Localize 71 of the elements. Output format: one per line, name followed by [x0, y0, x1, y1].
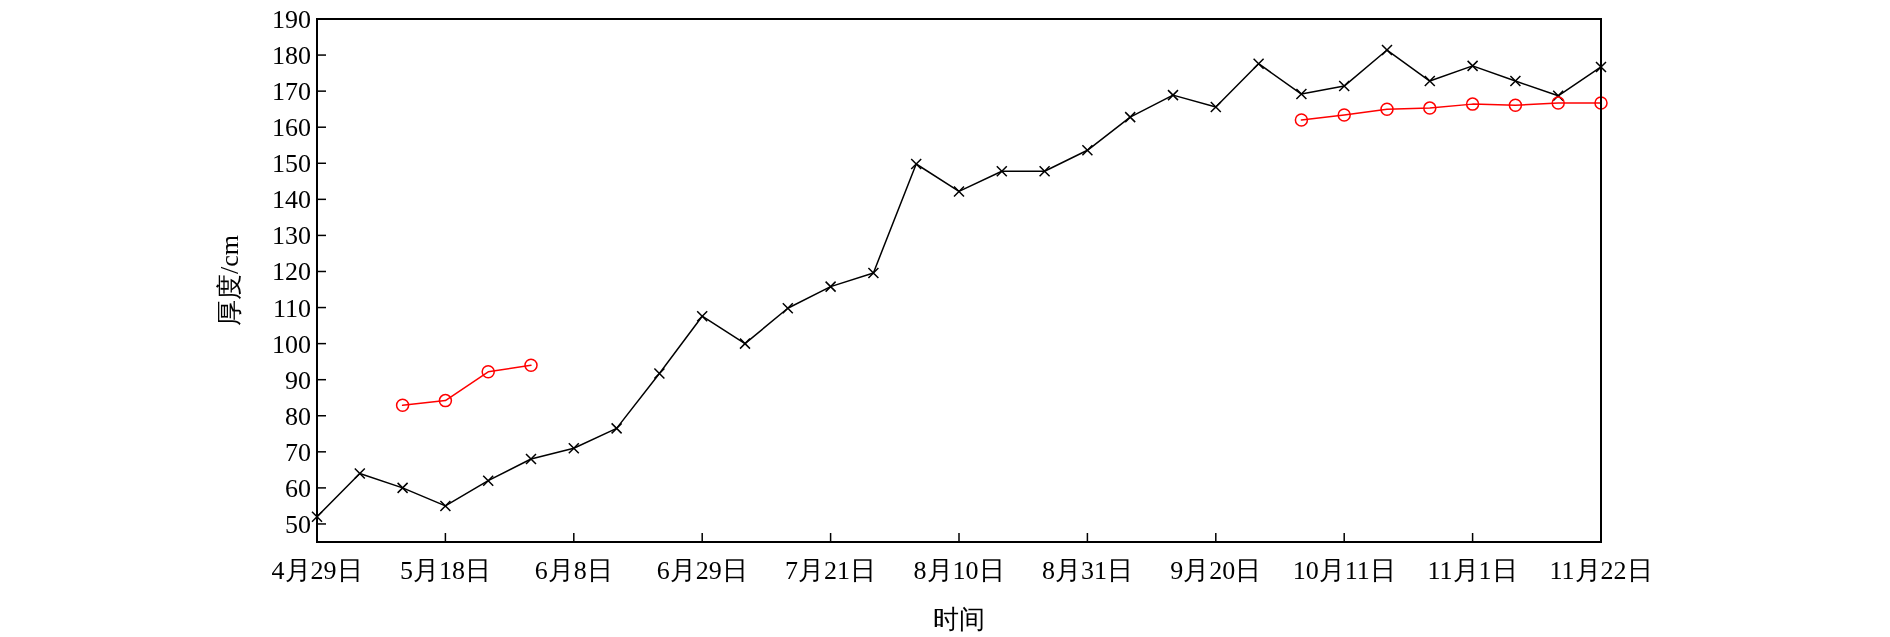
y-axis-title: 厚度/cm [215, 235, 244, 326]
y-tick-label: 100 [272, 329, 311, 359]
point [1595, 61, 1607, 73]
point [1465, 97, 1480, 111]
point [653, 367, 666, 380]
point [996, 165, 1008, 177]
x-tick-label: 11月1日 [1427, 556, 1518, 585]
point [525, 453, 537, 465]
point [354, 467, 366, 480]
point [696, 310, 708, 322]
point [1337, 108, 1351, 122]
y-tick-label: 130 [272, 221, 311, 251]
x-tick-label: 8月31日 [1041, 556, 1133, 585]
point [1551, 96, 1565, 110]
point [568, 442, 580, 454]
point [1210, 101, 1222, 113]
point [1509, 75, 1522, 87]
x-tick-label: 10月11日 [1292, 556, 1396, 585]
point [610, 422, 623, 435]
point [1081, 144, 1094, 157]
y-tick-label: 140 [272, 185, 311, 215]
y-tick-label: 60 [285, 473, 311, 503]
point [1167, 89, 1179, 101]
point [782, 302, 794, 315]
point [1294, 113, 1309, 127]
point [524, 358, 538, 373]
point [395, 398, 410, 413]
y-tick-label: 160 [272, 113, 311, 143]
point [311, 511, 323, 523]
point [438, 393, 453, 408]
x-tick-label: 5月18日 [399, 556, 491, 585]
point [1381, 44, 1393, 56]
point [824, 280, 837, 293]
y-tick-label: 120 [272, 257, 311, 287]
point [867, 267, 880, 279]
point [1466, 60, 1479, 72]
point [482, 474, 494, 487]
point [1295, 88, 1308, 100]
point [1594, 96, 1608, 110]
x-tick-label: 6月8日 [534, 556, 613, 585]
x-tick-label: 4月29日 [271, 556, 363, 585]
point [1423, 101, 1437, 115]
y-tick-label: 170 [272, 77, 311, 107]
point [1380, 102, 1394, 116]
point [1038, 165, 1051, 177]
point [396, 482, 409, 494]
y-tick-label: 80 [285, 401, 311, 431]
y-tick-label: 50 [285, 509, 311, 539]
y-tick-label: 110 [272, 293, 311, 323]
x-tick-label: 11月22日 [1549, 556, 1653, 585]
x-tick-label: 9月20日 [1170, 556, 1262, 585]
point [1338, 80, 1350, 92]
x-axis-title: 时间 [933, 605, 985, 634]
x-tick-label: 8月10日 [913, 556, 1005, 585]
x-tick-label: 7月21日 [785, 556, 877, 585]
y-tick-label: 150 [272, 149, 311, 179]
point [1252, 57, 1265, 70]
point [439, 500, 452, 512]
y-tick-label: 180 [272, 41, 311, 71]
y-tick-label: 70 [285, 437, 311, 467]
point [1552, 90, 1564, 102]
point [481, 365, 495, 379]
point [1424, 75, 1436, 87]
x-tick-label: 6月29日 [656, 556, 748, 585]
point [739, 337, 751, 350]
y-tick-label: 90 [285, 365, 311, 395]
point [953, 185, 965, 198]
point [1124, 111, 1136, 123]
y-tick-label: 190 [272, 5, 311, 34]
point [1508, 98, 1523, 112]
point [910, 158, 922, 170]
